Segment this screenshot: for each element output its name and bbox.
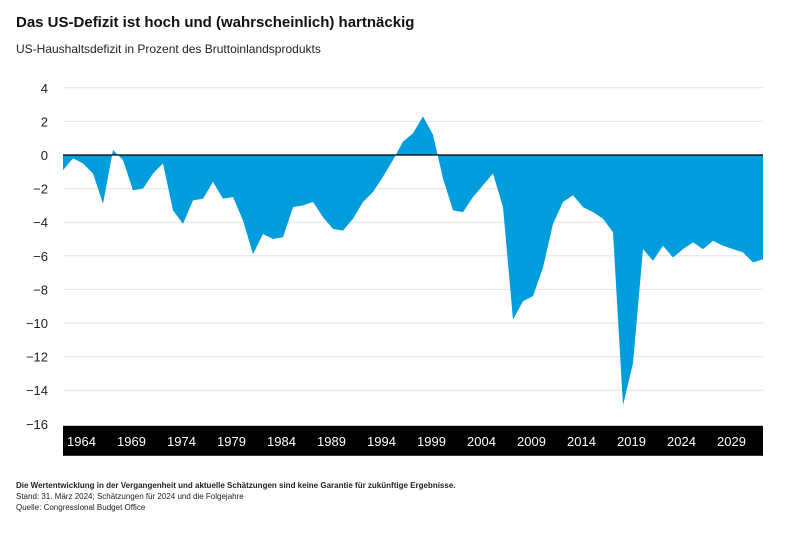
x-tick-label: 1994 (367, 434, 396, 449)
y-tick-label: −4 (33, 215, 48, 230)
source-note: Quelle: Congressional Budget Office (16, 503, 146, 512)
x-tick-label: 2029 (717, 434, 746, 449)
x-tick-label: 1984 (267, 434, 296, 449)
x-tick-label: 1964 (67, 434, 96, 449)
x-tick-label: 1969 (117, 434, 146, 449)
x-tick-label: 1979 (217, 434, 246, 449)
chart-title: Das US-Defizit ist hoch und (wahrscheinl… (16, 14, 415, 31)
y-tick-label: 0 (41, 148, 48, 163)
disclaimer-note: Die Wertentwicklung in der Vergangenheit… (16, 481, 456, 490)
x-tick-label: 2014 (567, 434, 596, 449)
x-tick-label: 2019 (617, 434, 646, 449)
y-tick-label: −12 (26, 350, 48, 365)
date-note: Stand: 31. März 2024; Schätzungen für 20… (16, 492, 244, 501)
x-tick-label: 1974 (167, 434, 196, 449)
x-tick-label: 1989 (317, 434, 346, 449)
y-tick-label: −16 (26, 417, 48, 432)
y-tick-label: −10 (26, 316, 48, 331)
deficit-area-series (63, 116, 763, 406)
x-axis-band (63, 425, 763, 456)
x-tick-label: 2024 (667, 434, 696, 449)
y-tick-label: 2 (41, 114, 48, 129)
chart-subtitle: US-Haushaltsdefizit in Prozent des Brutt… (16, 42, 321, 56)
y-tick-label: −6 (33, 249, 48, 264)
x-tick-label: 1999 (417, 434, 446, 449)
y-tick-label: −8 (33, 282, 48, 297)
x-tick-label: 2034 (767, 434, 792, 449)
x-tick-label: 2004 (467, 434, 496, 449)
x-tick-label: 2009 (517, 434, 546, 449)
y-tick-label: −14 (26, 383, 48, 398)
y-tick-label: 4 (41, 81, 48, 96)
y-tick-label: −2 (33, 182, 48, 197)
area-chart: 4 2 0 −2 −4 −6 −8 −10 −12 −14 −16 1964 1969 1974 1979 1… (25, 80, 792, 456)
